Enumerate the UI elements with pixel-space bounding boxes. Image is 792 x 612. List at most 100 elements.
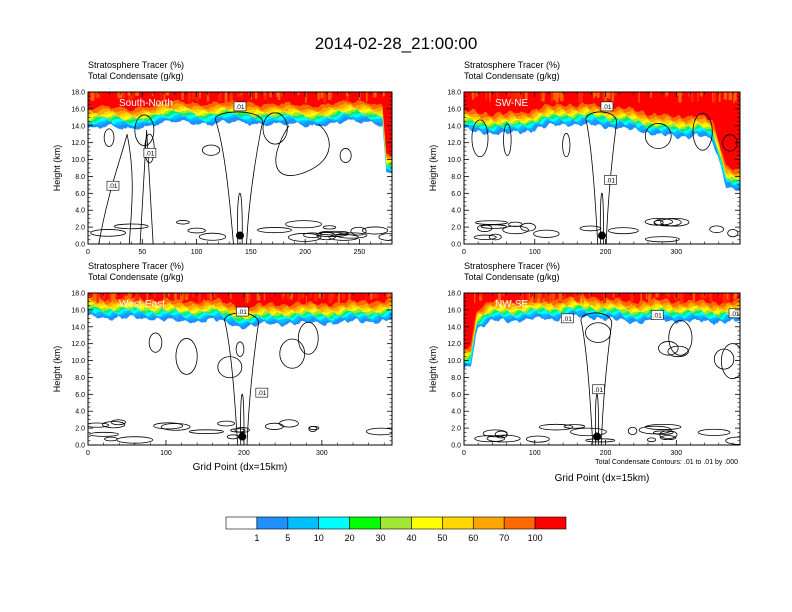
tracer-band: [464, 293, 740, 360]
tracer-streak: [574, 293, 578, 301]
tracer-streak: [722, 293, 727, 304]
low-cloud-contour: [646, 437, 657, 443]
tracer-streak: [630, 293, 634, 303]
low-cloud-contour: [285, 220, 322, 229]
panel-header-line2: Total Condensate (g/kg): [88, 272, 184, 282]
x-tick-label: 150: [245, 249, 257, 256]
tracer-streak: [485, 92, 488, 100]
tracer-streak: [328, 293, 333, 304]
colorbar-box: [380, 516, 412, 530]
tracer-streak: [248, 92, 252, 96]
tracer-streak: [297, 92, 300, 96]
y-tick-label: 8.0: [451, 174, 461, 181]
x-axis-label: Grid Point (dx=15km): [193, 462, 288, 473]
x-tick-label: 200: [299, 249, 311, 256]
tracer-streak: [96, 293, 99, 303]
tracer-streak: [479, 293, 482, 301]
tracer-streak: [207, 293, 210, 299]
contour-label: .01: [594, 387, 603, 394]
cloud-contour: [471, 119, 489, 158]
tracer-streak: [130, 92, 134, 100]
tracer-streak: [365, 293, 367, 303]
panel-header-line2: Total Condensate (g/kg): [464, 71, 560, 81]
x-tick-label: 250: [354, 249, 366, 256]
tracer-streak: [582, 293, 584, 304]
y-axis-label: Height (km): [52, 145, 62, 192]
condensate-contours: [90, 111, 392, 244]
tracer-streak: [298, 293, 301, 303]
tracer-streak: [301, 293, 305, 299]
low-cloud-contour: [322, 225, 337, 230]
colorbar-box: [318, 516, 350, 530]
tracer-streak: [314, 293, 318, 302]
tracer-streak: [489, 92, 491, 99]
tracer-streak: [678, 92, 682, 103]
low-cloud-contour: [644, 423, 682, 430]
tracer-streak: [647, 293, 652, 303]
tracer-streak: [526, 293, 529, 300]
low-cloud-contour: [660, 217, 690, 227]
tracer-streak: [386, 293, 389, 298]
tracer-streak: [608, 92, 611, 100]
low-cloud-contour: [361, 226, 389, 235]
tracer-streak: [700, 293, 705, 299]
contour-label: .01: [235, 104, 244, 111]
tracer-streak: [254, 92, 258, 99]
cloud-contour: [297, 321, 319, 355]
tracer-streak: [499, 293, 502, 300]
tracer-streak: [287, 293, 290, 300]
y-tick-label: 14.0: [71, 123, 85, 130]
y-tick-label: 2.0: [75, 426, 85, 433]
low-cloud-contour: [570, 427, 607, 437]
tracer-streak: [328, 92, 332, 100]
tracer-streak: [673, 293, 677, 301]
tracer-streak: [562, 293, 566, 299]
tracer-streak: [553, 92, 557, 100]
tracer-streak: [613, 92, 617, 96]
tracer-streak: [323, 92, 327, 103]
tracer-band: [88, 92, 392, 159]
low-cloud-contour: [486, 434, 521, 443]
y-tick-label: 12.0: [447, 140, 461, 147]
low-cloud-contour: [494, 430, 508, 439]
tracer-streak: [342, 293, 345, 300]
panel-header-line1: Stratosphere Tracer (%): [464, 60, 560, 70]
y-tick-label: 8.0: [75, 174, 85, 181]
contour-label: .01: [606, 177, 615, 184]
tracer-streak: [552, 293, 554, 303]
x-tick-label: 0: [462, 450, 466, 457]
tracer-streak: [199, 92, 201, 99]
tracer-streak: [181, 92, 184, 100]
x-tick-label: 300: [316, 450, 328, 457]
low-cloud-contour: [659, 435, 677, 441]
tracer-streak: [230, 92, 233, 96]
tracer-streak: [264, 92, 266, 98]
tracer-streak: [250, 92, 252, 100]
tracer-streak: [174, 293, 177, 303]
tracer-streak: [305, 92, 307, 103]
tracer-streak: [558, 293, 563, 301]
colorbar-box: [349, 516, 381, 530]
tracer-streak: [555, 92, 559, 103]
x-tick-label: 100: [529, 249, 541, 256]
low-cloud-contour: [88, 422, 110, 428]
x-tick-label: 100: [529, 450, 541, 457]
tracer-streak: [160, 92, 162, 103]
section-label: West-East: [119, 299, 165, 310]
y-tick-label: 10.0: [447, 157, 461, 164]
tracer-streak: [596, 92, 600, 98]
tracer-streak: [709, 293, 713, 302]
tracer-streak: [121, 92, 126, 98]
tracer-streak: [92, 293, 97, 299]
low-cloud-contour: [488, 233, 502, 241]
low-cloud-contour: [257, 227, 292, 234]
cloud-contour: [713, 348, 735, 370]
section-label: SW-NE: [495, 98, 528, 109]
tracer-streak: [687, 92, 691, 97]
y-tick-label: 16.0: [71, 106, 85, 113]
tracer-streak: [514, 92, 518, 100]
plume-inner-contour: [237, 192, 243, 244]
contour-label-box: [561, 313, 574, 324]
x-tick-label: 0: [86, 249, 90, 256]
tracer-streak: [224, 92, 228, 103]
